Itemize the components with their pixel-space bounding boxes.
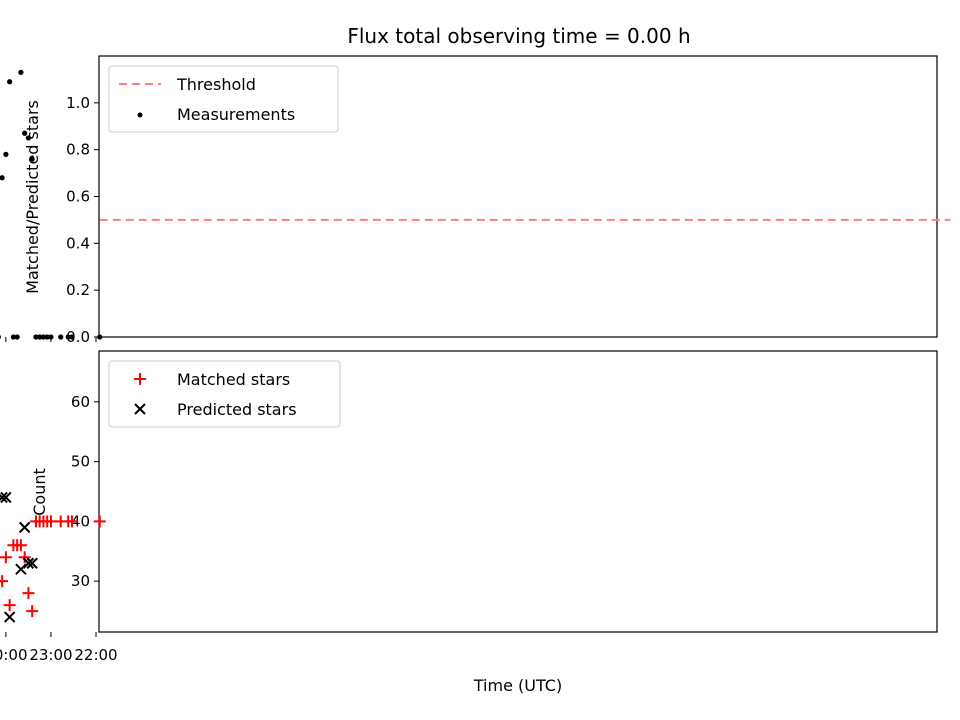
- ratio-panel: 0.0 0.2 0.4 0.6 0.8 1.0 Matched/Predicted sta…: [0, 55, 951, 346]
- measurement-point: [0, 334, 1, 340]
- count-plot-frame: [98, 350, 938, 633]
- predicted-star-point: [0, 491, 8, 504]
- ratio-y-axis-label: Matched/Predicted stars: [23, 100, 42, 294]
- x-axis-label: Time (UTC): [473, 676, 562, 695]
- predicted-star-point: [26, 557, 38, 569]
- ratio-legend: Threshold Measurements: [108, 65, 339, 133]
- predicted-star-point: [18, 521, 31, 534]
- legend-predicted-label: Predicted stars: [177, 400, 297, 419]
- matched-star-point: [26, 605, 39, 618]
- measurement-point: [40, 334, 47, 340]
- chart-title: Flux total observing time = 0.00 h: [347, 24, 690, 48]
- matched-star-point: [3, 599, 16, 612]
- predicted-star-point: [15, 563, 27, 575]
- measurement-point: [33, 334, 39, 340]
- legend-threshold-label: Threshold: [176, 75, 256, 94]
- legend-measurements-label: Measurements: [177, 105, 295, 124]
- measurement-point: [7, 79, 13, 85]
- count-legend: Matched stars Predicted stars: [108, 360, 341, 428]
- ratio-y-tick-label: 0.2: [66, 281, 90, 299]
- measurement-point: [97, 334, 103, 340]
- x-tick-label: 23:00: [29, 646, 72, 664]
- count-y-tick-label: 40: [71, 512, 90, 530]
- matched-star-point: [0, 580, 5, 583]
- count-plot-marks: [0, 491, 106, 623]
- legend-matched-label: Matched stars: [177, 370, 290, 389]
- count-y-tick-label: 60: [71, 393, 90, 411]
- count-y-axis: 30 40 50 60: [71, 393, 99, 590]
- ratio-y-tick-label: 0.0: [66, 328, 90, 346]
- matched-star-point: [18, 551, 31, 564]
- ratio-y-axis: 0.0 0.2 0.4 0.6 0.8 1.0: [66, 94, 99, 346]
- matched-star-point: [7, 539, 20, 552]
- measurement-point: [29, 156, 35, 162]
- predicted-star-point: [22, 557, 35, 569]
- ratio-y-tick-label: 1.0: [66, 94, 90, 112]
- x-tick-label: 22:00: [74, 646, 117, 664]
- ratio-y-tick-label: 0.6: [66, 188, 90, 206]
- measurement-point: [14, 334, 20, 340]
- ratio-y-tick-label: 0.8: [66, 141, 90, 159]
- ratio-legend-box: [108, 65, 339, 133]
- measurement-point: [22, 130, 28, 136]
- measurement-point: [58, 334, 64, 340]
- predicted-star-point: [0, 491, 12, 504]
- count-y-axis-label: Count: [30, 468, 49, 516]
- matched-star-point: [0, 580, 1, 583]
- matched-star-point: [0, 551, 12, 564]
- legend-measurements-swatch: [137, 112, 143, 118]
- matched-star-point: [93, 515, 106, 528]
- matched-star-point: [22, 587, 35, 600]
- x-tick-label: 00:00: [0, 646, 28, 664]
- measurement-point: [10, 334, 16, 340]
- measurement-point: [3, 151, 9, 157]
- measurement-point: [37, 334, 43, 340]
- measurement-point: [18, 69, 24, 75]
- matched-star-point: [29, 515, 42, 528]
- measurement-point: [44, 334, 50, 340]
- measurement-point: [65, 334, 71, 340]
- ratio-plot-marks: [0, 69, 951, 340]
- legend-matched-swatch: [134, 373, 146, 385]
- measurement-point: [0, 175, 5, 181]
- ratio-y-tick-label: 0.4: [66, 234, 90, 252]
- count-y-tick-label: 30: [71, 572, 90, 590]
- measurement-point: [25, 135, 32, 141]
- legend-predicted-swatch: [134, 403, 146, 415]
- predicted-star-point: [3, 611, 16, 623]
- count-y-tick-label: 50: [71, 453, 90, 471]
- measurement-point: [48, 334, 54, 340]
- measurement-point: [69, 334, 75, 340]
- count-legend-box: [108, 360, 341, 428]
